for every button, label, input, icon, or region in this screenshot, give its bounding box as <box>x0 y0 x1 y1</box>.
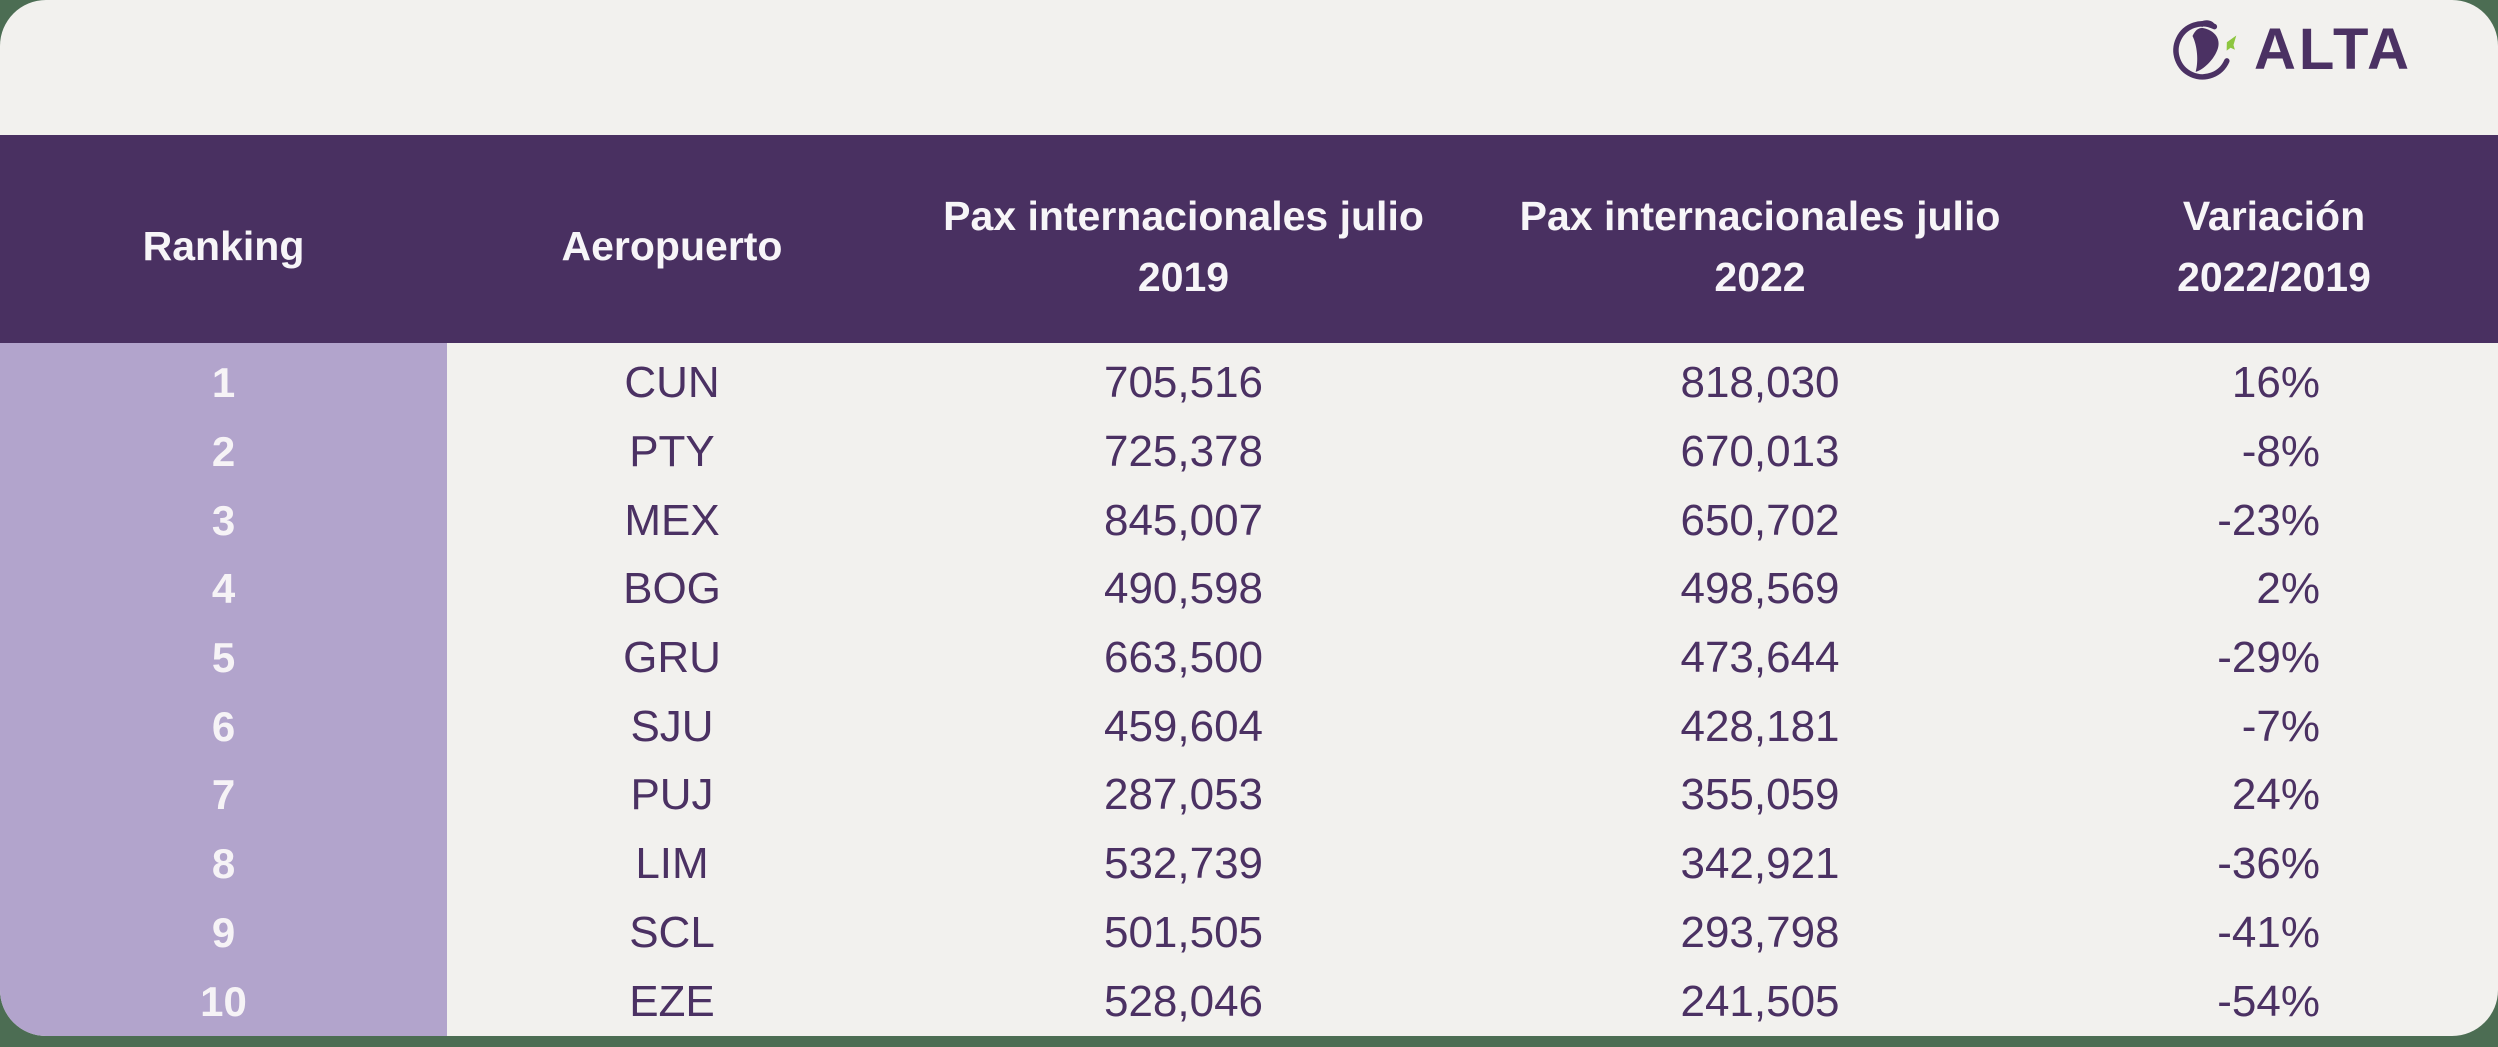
cell-pax-2019: 532,739 <box>1103 839 1264 889</box>
table-row: 2 PTY 725,378 670,013 -8% <box>0 418 2498 487</box>
cell-pax-2022: 241,505 <box>1680 976 1840 1026</box>
cell-pax-2019: 459,604 <box>1103 701 1264 751</box>
cell-ranking: 8 <box>211 840 236 888</box>
cell-aeropuerto: SJU <box>630 701 714 751</box>
cell-variacion: -54% <box>2217 976 2320 1026</box>
cell-variacion: 16% <box>2231 358 2320 408</box>
alta-logo: ALTA <box>2166 10 2412 90</box>
table-body: 1 CUN 705,516 818,030 16% 2 PTY 725,378 … <box>0 343 2498 1036</box>
table-row: 3 MEX 845,007 650,702 -23% <box>0 486 2498 555</box>
cell-pax-2019: 528,046 <box>1103 976 1264 1026</box>
cell-pax-2019: 663,500 <box>1103 633 1264 683</box>
cell-variacion: -8% <box>2241 427 2320 477</box>
column-header-ranking: Ranking <box>0 200 447 278</box>
cell-variacion: -7% <box>2241 701 2320 751</box>
table-row: 4 BOG 490,598 498,569 2% <box>0 555 2498 624</box>
table-row: 7 PUJ 287,053 355,059 24% <box>0 761 2498 830</box>
cell-pax-2022: 473,644 <box>1680 633 1840 683</box>
cell-aeropuerto: SCL <box>629 907 715 957</box>
cell-aeropuerto: PUJ <box>630 770 714 820</box>
column-header-pax-2022: Pax internacionales julio 2022 <box>1470 170 2050 309</box>
cell-ranking: 3 <box>211 496 236 544</box>
cell-pax-2019: 490,598 <box>1103 564 1264 614</box>
cell-ranking: 10 <box>200 977 247 1025</box>
cell-variacion: 2% <box>2256 564 2320 614</box>
header-label-line2: 2022 <box>1714 254 1806 300</box>
cell-aeropuerto: LIM <box>635 839 709 889</box>
cell-ranking: 2 <box>211 428 236 476</box>
column-header-aeropuerto: Aeropuerto <box>447 200 897 278</box>
table-row: 9 SCL 501,505 293,798 -41% <box>0 899 2498 968</box>
header-label-line2: 2019 <box>1137 254 1230 300</box>
header-label: Aeropuerto <box>561 223 783 270</box>
cell-pax-2019: 501,505 <box>1103 907 1264 957</box>
cell-ranking: 1 <box>211 359 236 407</box>
header-label-line1: Pax internacionales julio <box>1519 192 2001 239</box>
table-row: 6 SJU 459,604 428,181 -7% <box>0 692 2498 761</box>
cell-variacion: -36% <box>2217 839 2320 889</box>
cell-aeropuerto: PTY <box>629 427 715 477</box>
table-header-row: Ranking Aeropuerto Pax internacionales j… <box>0 135 2498 343</box>
cell-pax-2022: 342,921 <box>1680 839 1840 889</box>
table-row: 1 CUN 705,516 818,030 16% <box>0 349 2498 418</box>
cell-ranking: 9 <box>211 908 236 956</box>
table-row: 10 EZE 528,046 241,505 -54% <box>0 967 2498 1036</box>
table-row: 5 GRU 663,500 473,644 -29% <box>0 624 2498 693</box>
cell-pax-2019: 845,007 <box>1103 495 1264 545</box>
column-header-variacion: Variación 2022/2019 <box>2050 170 2498 309</box>
column-header-pax-2019: Pax internacionales julio 2019 <box>897 170 1470 309</box>
cell-pax-2019: 725,378 <box>1103 427 1264 477</box>
cell-ranking: 5 <box>211 634 236 682</box>
cell-pax-2022: 498,569 <box>1680 564 1840 614</box>
cell-aeropuerto: EZE <box>629 976 715 1026</box>
cell-aeropuerto: MEX <box>624 495 720 545</box>
cell-variacion: 24% <box>2231 770 2320 820</box>
cell-variacion: -23% <box>2217 495 2320 545</box>
cell-ranking: 6 <box>211 702 236 750</box>
alta-logo-text: ALTA <box>2253 17 2412 82</box>
cell-variacion: -41% <box>2217 907 2320 957</box>
cell-pax-2022: 355,059 <box>1680 770 1840 820</box>
cell-pax-2022: 428,181 <box>1680 701 1840 751</box>
cell-pax-2022: 818,030 <box>1680 358 1840 408</box>
table-row: 8 LIM 532,739 342,921 -36% <box>0 830 2498 899</box>
cell-aeropuerto: GRU <box>623 633 721 683</box>
table-rows: 1 CUN 705,516 818,030 16% 2 PTY 725,378 … <box>0 349 2498 1036</box>
alta-globe-icon <box>2173 20 2237 80</box>
header-label-line2: 2022/2019 <box>2177 254 2371 300</box>
header-label: Ranking <box>142 223 305 270</box>
cell-aeropuerto: CUN <box>624 358 720 408</box>
cell-pax-2022: 670,013 <box>1680 427 1840 477</box>
cell-aeropuerto: BOG <box>623 564 721 614</box>
cell-pax-2019: 287,053 <box>1103 770 1264 820</box>
header-label-line1: Variación <box>2182 192 2366 239</box>
cell-pax-2022: 650,702 <box>1680 495 1840 545</box>
cell-variacion: -29% <box>2217 633 2320 683</box>
header-label-line1: Pax internacionales julio <box>943 192 1424 239</box>
cell-pax-2022: 293,798 <box>1680 907 1840 957</box>
cell-pax-2019: 705,516 <box>1103 358 1264 408</box>
ranking-column-band <box>0 343 447 1036</box>
cell-ranking: 7 <box>211 771 236 819</box>
cell-ranking: 4 <box>211 565 236 613</box>
